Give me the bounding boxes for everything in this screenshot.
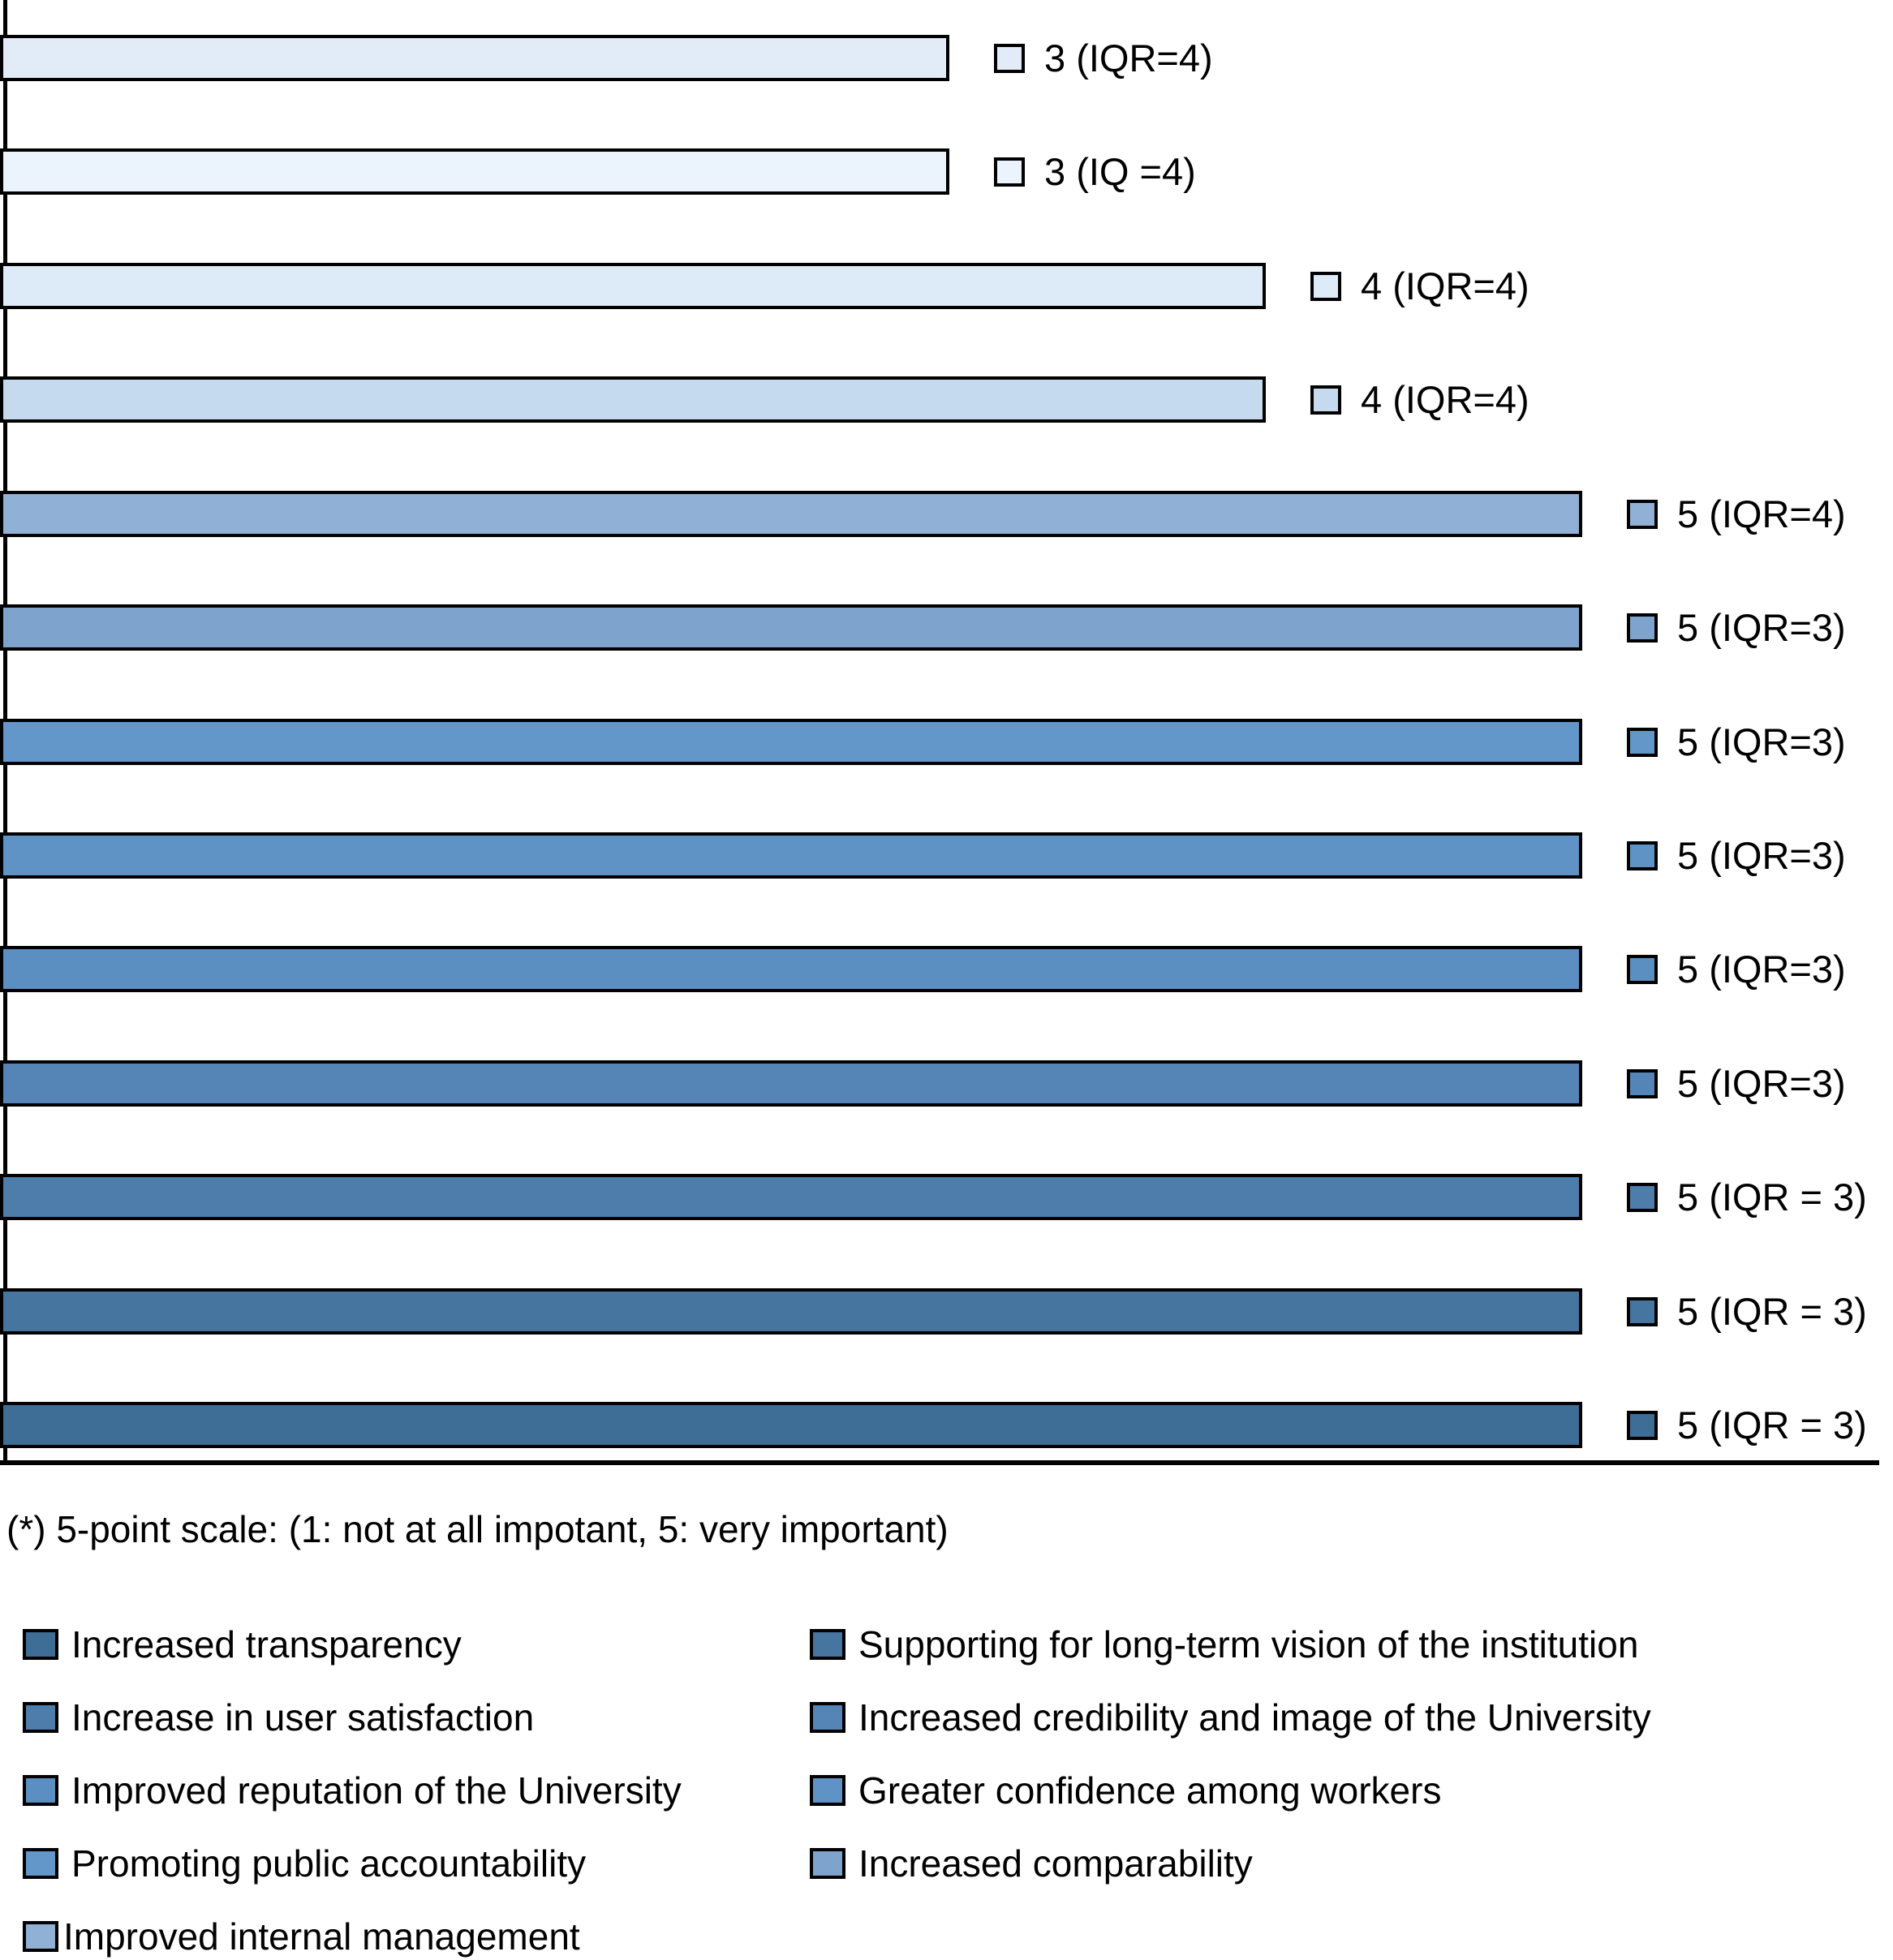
bar [0,491,1582,537]
bar-value-label: 5 (IQR=3) [1627,946,1846,992]
bar-label-text: 4 (IQR=4) [1361,378,1529,421]
bar-label-text: 5 (IQR=3) [1677,720,1846,763]
bar-label-text: 5 (IQR = 3) [1677,1403,1867,1446]
bar-value-label: 5 (IQR=3) [1627,719,1846,765]
legend-swatch-icon [810,1848,845,1879]
bar-label-swatch-icon [1627,1068,1658,1098]
bar [0,604,1582,651]
legend-swatch-icon [810,1702,845,1733]
bar [0,376,1266,423]
bar-value-label: 5 (IQR = 3) [1627,1288,1867,1335]
legend-label: Greater confidence among workers [858,1769,1442,1812]
bar-value-label: 5 (IQR=3) [1627,604,1846,651]
bar-label-text: 3 (IQR=4) [1044,37,1213,80]
bar-label-swatch-icon [994,43,1025,73]
bar-value-label: 5 (IQR = 3) [1627,1174,1867,1220]
legend-item: Increased credibility and image of the U… [810,1699,1651,1736]
bar [0,148,949,195]
bar-label-text: 5 (IQR=4) [1677,492,1846,535]
legend-label: Increase in user satisfaction [71,1696,535,1739]
bar-value-label: 4 (IQR=4) [1310,263,1529,309]
bar-label-text: 5 (IQR = 3) [1677,1176,1867,1219]
legend-label: Improved reputation of the University [71,1769,682,1812]
legend-item: Promoting public accountability [23,1845,586,1882]
bar-label-swatch-icon [1310,271,1341,301]
bar-value-label: 4 (IQR=4) [1310,376,1529,423]
legend-swatch-icon [23,1702,58,1733]
bar-label-swatch-icon [1627,727,1658,757]
legend-label: Promoting public accountability [71,1842,587,1885]
bar [0,35,949,81]
legend-swatch-icon [23,1775,58,1806]
bar-label-swatch-icon [1627,1182,1658,1212]
legend-item: Increased transparency [23,1626,462,1663]
bar-label-swatch-icon [1310,385,1341,415]
bar [0,263,1266,309]
bar [0,946,1582,992]
legend-label: Increased transparency [71,1623,462,1666]
bar [0,1288,1582,1335]
legend-item: Improved reputation of the University [23,1772,682,1809]
bar [0,832,1582,879]
legend-item: Supporting for long-term vision of the i… [810,1626,1638,1663]
bar-label-swatch-icon [994,157,1025,187]
legend-label: Increased credibility and image of the U… [858,1696,1651,1739]
legend-label: Supporting for long-term vision of the i… [858,1623,1639,1666]
legend-swatch-icon [23,1848,58,1879]
bar-label-swatch-icon [1627,1296,1658,1326]
bar [0,1402,1582,1448]
bar [0,719,1582,765]
bar-value-label: 5 (IQR=3) [1627,1060,1846,1107]
bar-label-text: 5 (IQR = 3) [1677,1290,1867,1333]
legend-swatch-icon [23,1629,58,1660]
bar-label-text: 5 (IQR=3) [1677,834,1846,877]
legend-label: Increased comparability [858,1842,1253,1885]
bar-value-label: 3 (IQR=4) [994,35,1213,81]
legend-label: Improved internal management [63,1915,580,1958]
legend-item: Increased comparability [810,1845,1253,1882]
scale-footnote: (*) 5-point scale: (1: not at all impota… [6,1508,949,1550]
bar [0,1060,1582,1107]
bar [0,1174,1582,1220]
bar-label-swatch-icon [1627,840,1658,870]
legend-item: Improved internal management [23,1918,580,1955]
bar-label-swatch-icon [1627,499,1658,529]
legend-item: Increase in user satisfaction [23,1699,534,1736]
bar-value-label: 5 (IQR=4) [1627,491,1846,537]
legend-item: Greater confidence among workers [810,1772,1441,1809]
bar-value-label: 5 (IQR = 3) [1627,1402,1867,1448]
bar-value-label: 5 (IQR=3) [1627,832,1846,879]
bar-label-swatch-icon [1627,1410,1658,1440]
legend-swatch-icon [810,1629,845,1660]
bar-label-text: 3 (IQ =4) [1044,150,1196,193]
bar-label-text: 4 (IQR=4) [1361,264,1529,307]
bar-label-text: 5 (IQR=3) [1677,948,1846,991]
bar-label-text: 5 (IQR=3) [1677,606,1846,649]
legend-swatch-icon [23,1921,58,1952]
bar-label-text: 5 (IQR=3) [1677,1062,1846,1105]
legend-swatch-icon [810,1775,845,1806]
x-axis-line [0,1460,1879,1465]
bar-label-swatch-icon [1627,954,1658,984]
bar-label-swatch-icon [1627,612,1658,643]
bar-value-label: 3 (IQ =4) [994,148,1196,195]
